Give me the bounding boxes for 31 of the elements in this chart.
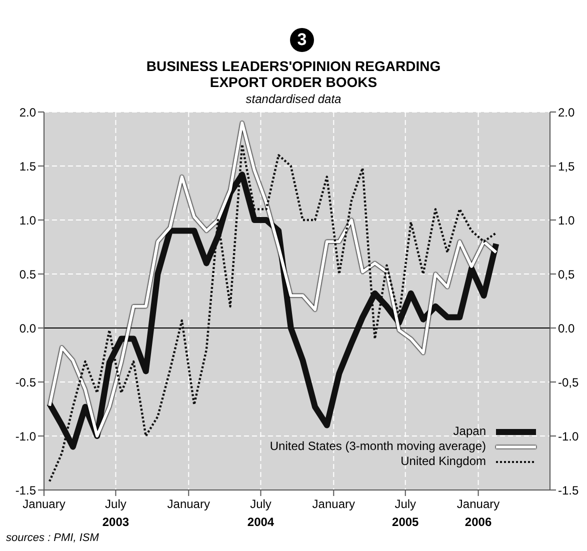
y2-tick-label: 1.0 xyxy=(558,213,576,228)
y2-tick-label: -1.5 xyxy=(558,483,580,498)
y2-tick-label: -0,5 xyxy=(558,375,580,390)
x-tick-label: January xyxy=(22,497,66,511)
y-tick-label: 1.5 xyxy=(19,159,36,174)
x-tick-label: January xyxy=(312,497,356,511)
y-tick-label: -1.5 xyxy=(15,483,36,498)
y2-tick-label: -1.0 xyxy=(558,429,580,444)
x-tick-label: January xyxy=(167,497,210,511)
y-tick-label: -0.5 xyxy=(15,375,36,390)
y2-tick-label: 0,5 xyxy=(558,267,576,282)
chart-title: BUSINESS LEADERS'OPINION REGARDING EXPORT ORDER BOOKS xyxy=(145,58,442,90)
x-tick-label: July 2003 xyxy=(102,497,130,529)
line-series xyxy=(48,143,498,482)
x-tick-label: July 2004 xyxy=(247,497,274,529)
legend-label: United Kingdom xyxy=(400,454,486,469)
legend-label: Japan xyxy=(453,424,486,439)
source-note: sources : PMI, ISM xyxy=(6,532,99,544)
x-tick-label: July 2005 xyxy=(392,497,420,529)
y2-tick-label: 0.0 xyxy=(558,321,576,336)
y2-tick-label: 2.0 xyxy=(558,105,576,120)
y-tick-label: 0.0 xyxy=(19,321,36,336)
y-tick-label: 2.0 xyxy=(19,105,36,120)
y-tick-label: 0.5 xyxy=(19,267,36,282)
x-tick-label: January 2006 xyxy=(456,497,500,529)
legend-label: United States (3-month moving average) xyxy=(270,439,486,454)
y-tick-label: 1.0 xyxy=(19,213,36,228)
y-tick-label: -1.0 xyxy=(15,429,36,444)
chart-subtitle: standardised data xyxy=(244,92,342,106)
y2-tick-label: 1,5 xyxy=(558,159,576,174)
number-badge: 3 xyxy=(290,28,314,52)
